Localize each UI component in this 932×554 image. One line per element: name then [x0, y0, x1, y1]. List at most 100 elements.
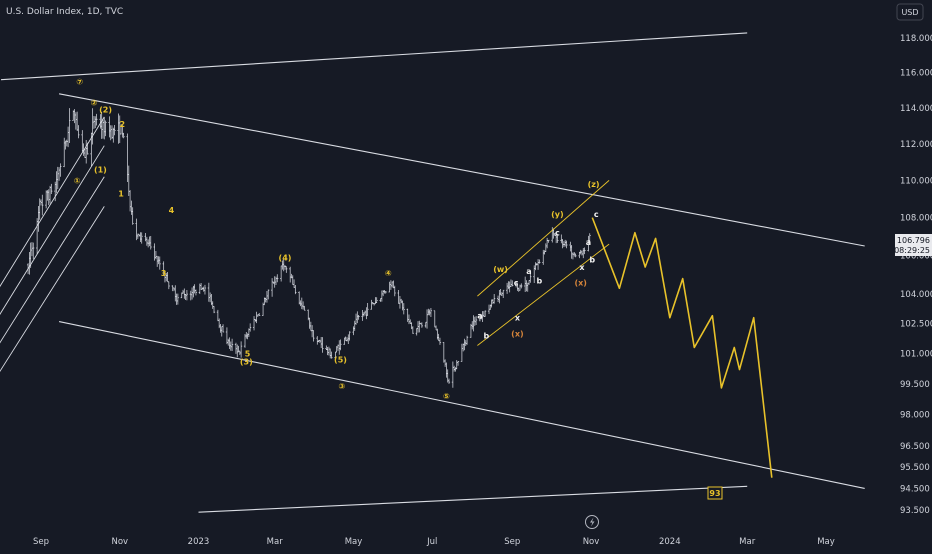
ohlc-bar: [339, 339, 342, 351]
end-badge-text: 93: [709, 489, 720, 498]
wave-label: c: [555, 229, 560, 238]
chart-title: U.S. Dollar Index, 1D, TVC: [6, 7, 123, 17]
wave-label: (x): [511, 330, 523, 339]
sub-channel-line[interactable]: [0, 145, 105, 338]
ohlc-bar: [258, 312, 261, 316]
wave-label: 1: [118, 189, 124, 198]
ohlc-bar: [167, 281, 170, 290]
time-axis-label: Sep: [33, 537, 49, 547]
wave-label: (1): [94, 165, 107, 174]
wave-label: ②: [91, 99, 98, 108]
wave-label: c: [514, 279, 519, 288]
time-axis-label: May: [817, 537, 835, 547]
ohlc-bar: [221, 324, 225, 333]
ohlc-bar: [484, 310, 487, 318]
ohlc-bar: [122, 132, 125, 139]
wave-label: (5): [334, 356, 347, 365]
ohlc-bar: [420, 322, 423, 328]
price-axis-label: 94.500: [900, 484, 930, 494]
ohlc-bar: [240, 341, 243, 358]
time-axis-label: May: [345, 537, 363, 547]
ohlc-bar: [158, 256, 161, 270]
price-axis-label: 101.000: [900, 350, 932, 360]
sub-channel-line[interactable]: [0, 116, 105, 310]
price-tag-value: 106.796: [897, 236, 930, 245]
wave-label: (4): [279, 253, 292, 262]
price-axis-label: 116.000: [900, 69, 932, 79]
time-axis[interactable]: Sep Nov 2023 Mar May Jul Sep Nov 2024 Mar May: [33, 537, 835, 547]
ohlc-bar: [538, 259, 541, 264]
end-badge-frame: [707, 486, 723, 500]
projection-line[interactable]: [591, 217, 773, 478]
ohlc-bar: [104, 120, 107, 137]
price-tag: 106.796 08:29:25: [894, 234, 932, 256]
wave-label: c: [594, 210, 599, 219]
ohlc-bar: [41, 194, 44, 216]
wave-label: 5: [245, 350, 251, 359]
wave-label: 2: [120, 120, 126, 129]
price-axis-label: 110.000: [900, 176, 932, 186]
ohlc-bar: [375, 297, 378, 304]
ohlc-bar: [574, 253, 577, 258]
sub-channel-line[interactable]: [0, 176, 105, 366]
wave-label: ①: [74, 176, 81, 185]
currency-label: USD: [901, 8, 918, 17]
ohlc-bar: [77, 125, 80, 139]
price-axis[interactable]: 118.000 116.000 114.000 112.000 110.000 108.0…: [900, 34, 932, 516]
time-axis-label: 2023: [188, 537, 210, 547]
corrective-channel-line[interactable]: [477, 180, 610, 297]
ohlc-bar: [249, 323, 252, 332]
sub-channel-line[interactable]: [0, 206, 105, 394]
corrective-channel-line[interactable]: [477, 243, 610, 346]
wave-label: (w): [493, 265, 508, 274]
trendline[interactable]: [58, 93, 865, 247]
ohlc-bar: [68, 108, 71, 144]
price-axis-label: 102.500: [900, 320, 932, 330]
projection-path: [591, 217, 773, 478]
ohlc-bar: [348, 331, 351, 341]
currency-button[interactable]: USD: [896, 3, 924, 21]
lightning-icon-bolt: [590, 517, 595, 527]
lightning-icon[interactable]: [585, 515, 599, 529]
price-axis-label: 106.000: [900, 252, 932, 262]
ohlc-bar: [565, 240, 568, 249]
time-axis-label: Nov: [112, 537, 129, 547]
price-axis-label: 96.500: [900, 442, 930, 452]
ohlc-bar: [32, 242, 35, 260]
ohlc-bar: [312, 330, 315, 342]
ohlc-bar: [556, 233, 559, 243]
ohlc-bar: [267, 289, 270, 300]
ohlc-bar: [465, 335, 469, 345]
ohlc-bar: [402, 303, 405, 315]
price-axis-label: 108.000: [900, 214, 932, 224]
wave-label: (z): [588, 180, 600, 189]
ohlc-bar: [140, 232, 143, 244]
ohlc-bar: [438, 337, 442, 345]
wave-label: a: [526, 267, 531, 276]
wave-label: b: [484, 332, 490, 341]
ohlc-bar: [59, 163, 62, 177]
ohlc-bar: [520, 283, 523, 289]
ohlc-bar: [185, 290, 188, 301]
wave-label: ⑤: [443, 392, 450, 401]
trendline[interactable]: [198, 485, 748, 513]
trendline[interactable]: [58, 321, 865, 489]
time-axis-label: Nov: [583, 537, 600, 547]
ohlc-bar: [447, 378, 451, 384]
ohlc-bar: [194, 289, 198, 296]
price-axis-label: 95.500: [900, 463, 930, 473]
wave-label: (2): [99, 106, 112, 115]
price-axis-label: 104.000: [900, 290, 932, 300]
ohlc-bar: [303, 305, 306, 311]
wave-label: x: [515, 314, 521, 323]
price-axis-label: 98.000: [900, 411, 930, 421]
ohlc-bar: [321, 337, 324, 353]
wave-label: ④: [385, 269, 392, 278]
ohlc-bar: [149, 236, 152, 250]
ohlc-bar: [411, 326, 414, 334]
time-axis-label: Jul: [426, 537, 437, 547]
trendline[interactable]: [0, 32, 748, 81]
